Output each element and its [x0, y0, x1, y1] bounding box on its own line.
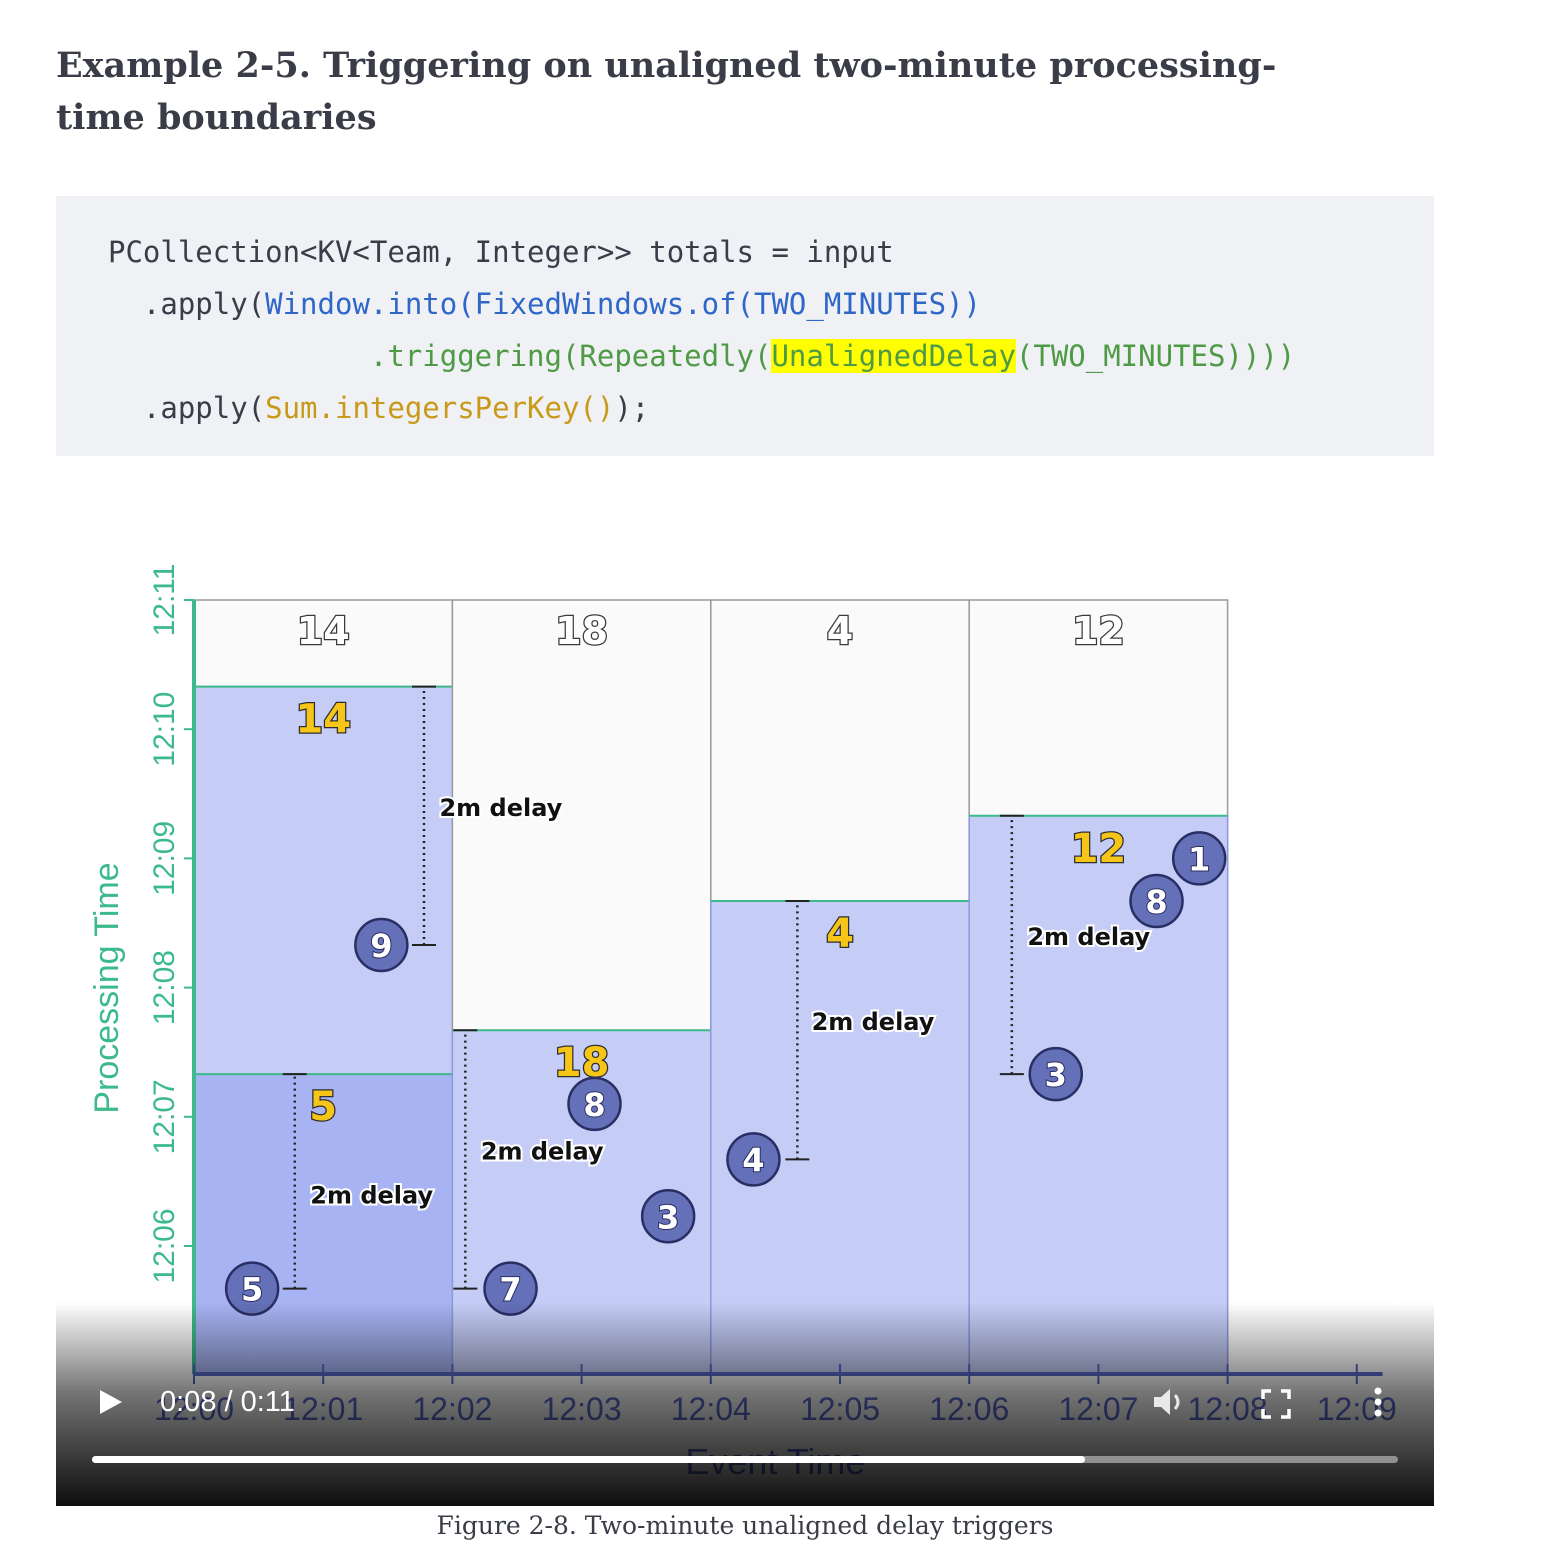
- data-point-bubble: [567, 1076, 622, 1132]
- pane-result-label: 14: [295, 697, 351, 743]
- data-point-value: 8: [583, 1086, 605, 1124]
- code-line-3-suffix: (TWO_MINUTES)))): [1015, 339, 1296, 373]
- progress-bar[interactable]: [92, 1456, 1398, 1463]
- window-total-label: 18: [555, 609, 608, 653]
- more-options-button[interactable]: [1370, 1384, 1386, 1420]
- data-point-value: 4: [742, 1141, 764, 1179]
- code-line-4-prefix: .apply(: [108, 391, 266, 425]
- data-point-value: 3: [1045, 1056, 1067, 1094]
- window-total-label: 14: [297, 609, 350, 653]
- fullscreen-button[interactable]: [1260, 1388, 1292, 1420]
- x-tick-label: 12:08: [1188, 1391, 1268, 1427]
- code-block: PCollection<KV<Team, Integer>> totals = …: [56, 196, 1434, 456]
- delay-label: 2m delay: [481, 1137, 604, 1165]
- code-line-3-highlight: UnalignedDelay: [771, 339, 1016, 373]
- video-player[interactable]: 14 5 14 18 18 4 4 12 12 2m delay 2m delay 2m delay 2…: [56, 492, 1434, 1506]
- play-icon: [100, 1390, 122, 1414]
- data-point-value: 1: [1188, 840, 1210, 878]
- volume-icon: [1154, 1389, 1180, 1415]
- data-point-bubble: [354, 917, 409, 973]
- code-line-2-call: Window.into(FixedWindows.of(TWO_MINUTES)…: [265, 287, 981, 321]
- data-point-value: 3: [657, 1198, 679, 1236]
- code-line-4-suffix: );: [614, 391, 650, 425]
- data-point-value: 7: [499, 1271, 521, 1309]
- play-button[interactable]: [96, 1384, 126, 1420]
- x-tick-label: 12:06: [929, 1391, 1009, 1427]
- pane-result-label: 5: [309, 1084, 337, 1130]
- code-line-2-prefix: .apply(: [108, 287, 266, 321]
- pane-result-label: 12: [1071, 826, 1127, 872]
- y-tick-label: 12:08: [148, 950, 181, 1025]
- data-point-bubble: [1129, 873, 1184, 929]
- more-options-icon: [1374, 1387, 1382, 1417]
- pane-result-label: 4: [826, 911, 854, 957]
- data-point-bubble: [1171, 831, 1227, 886]
- y-tick-label: 12:10: [148, 692, 181, 767]
- pane-fill: [968, 815, 1229, 1375]
- delay-label: 2m delay: [439, 794, 562, 822]
- code-text: PCollection<KV<Team, Integer>> totals = …: [108, 226, 1295, 434]
- delay-label: 2m delay: [1027, 923, 1150, 951]
- volume-button[interactable]: [1150, 1384, 1190, 1420]
- delay-label: 2m delay: [812, 1008, 935, 1036]
- x-tick-label: 12:03: [542, 1391, 622, 1427]
- y-tick-label: 12:06: [148, 1208, 181, 1283]
- code-line-4-call: Sum.integersPerKey(): [265, 391, 615, 425]
- y-tick-label: 12:09: [148, 821, 181, 896]
- delay-label: 2m delay: [310, 1181, 433, 1209]
- y-tick-label: 12:11: [148, 564, 181, 637]
- data-point-bubble: [640, 1189, 696, 1244]
- x-tick-label: 12:01: [283, 1391, 363, 1427]
- progress-fill: [92, 1456, 1085, 1463]
- x-tick-label: 12:02: [412, 1391, 492, 1427]
- y-axis-label: Processing Time: [88, 862, 126, 1113]
- window-total-label: 12: [1072, 609, 1125, 653]
- code-line-3-prefix: .triggering(Repeatedly(: [108, 339, 772, 373]
- figure-caption: Figure 2-8. Two-minute unaligned delay t…: [436, 1511, 1054, 1540]
- x-tick-label: 12:04: [671, 1391, 751, 1427]
- fullscreen-icon: [1261, 1389, 1291, 1419]
- x-tick-label: 12:05: [800, 1391, 880, 1427]
- code-line-1: PCollection<KV<Team, Integer>> totals = …: [108, 235, 894, 269]
- data-point-value: 9: [370, 927, 392, 965]
- y-tick-label: 12:07: [148, 1079, 181, 1154]
- x-tick-label: 12:07: [1058, 1391, 1138, 1427]
- window-total-label: 4: [827, 609, 853, 653]
- data-point-value: 5: [241, 1271, 263, 1309]
- data-point-bubble: [1028, 1046, 1084, 1102]
- data-point-value: 8: [1145, 883, 1167, 921]
- time-display: 0:08 / 0:11: [160, 1386, 295, 1418]
- data-point-bubble: [726, 1132, 781, 1187]
- example-heading: Example 2-5. Triggering on unaligned two…: [56, 45, 1277, 138]
